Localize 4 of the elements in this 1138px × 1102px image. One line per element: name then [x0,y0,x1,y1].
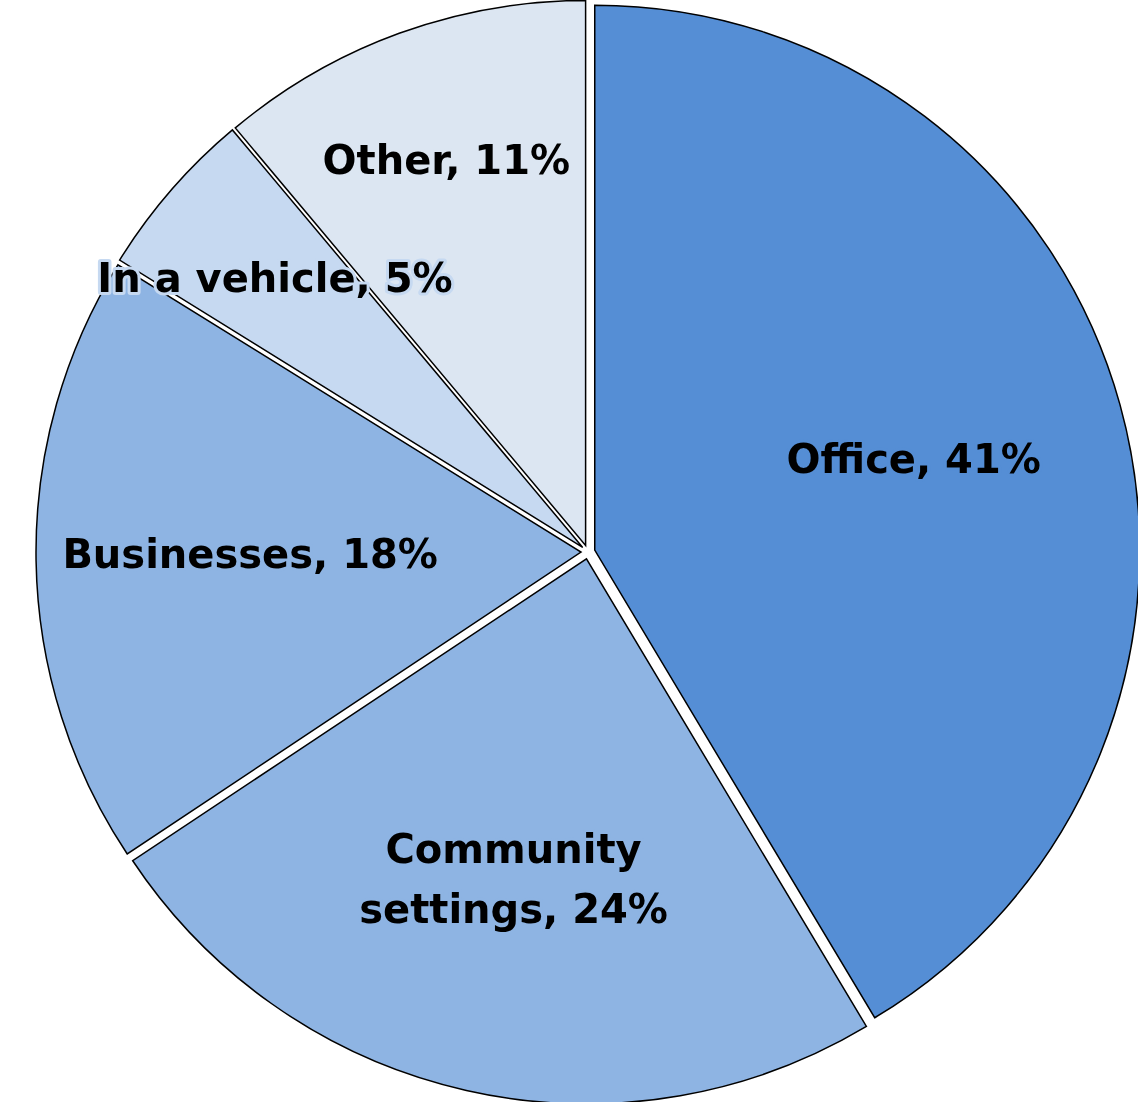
slice-label: Community settings, 24% [359,825,668,932]
slice-label: Office, 41% [786,435,1041,482]
slice-label: Businesses, 18% [62,531,438,578]
slice-label: Other, 11% [322,136,571,183]
